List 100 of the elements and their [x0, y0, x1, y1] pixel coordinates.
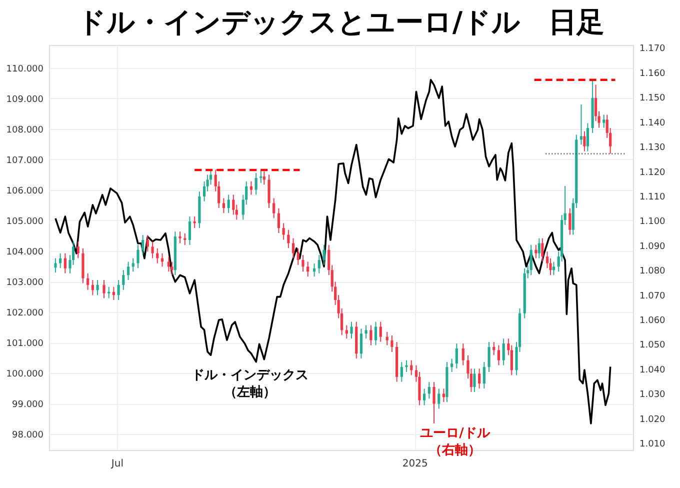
candlestick — [568, 208, 572, 236]
candlestick — [64, 252, 66, 274]
candlestick — [583, 130, 586, 152]
candlestick — [91, 279, 94, 296]
y2-tick-label: 1.020 — [640, 414, 666, 425]
candlestick — [277, 208, 280, 234]
candlestick — [497, 344, 500, 366]
candlestick — [473, 368, 476, 392]
candlestick — [117, 279, 120, 301]
candlestick — [222, 198, 226, 214]
candlestick — [488, 342, 490, 372]
y2-tick-label: 1.090 — [640, 242, 666, 252]
candlestick — [438, 388, 440, 410]
y2-tick-label: 1.050 — [640, 340, 666, 351]
candlestick — [370, 324, 372, 346]
y2-tick-label: 1.040 — [640, 365, 666, 376]
y2-tick-label: 1.130 — [640, 143, 666, 154]
y2-tick-label: 1.010 — [640, 440, 666, 450]
candlestick — [450, 358, 454, 372]
candlestick — [405, 360, 408, 372]
candlestick — [232, 194, 235, 216]
y-tick-label: 101.000 — [6, 339, 44, 350]
line-series — [54, 78, 612, 424]
candlestick — [296, 248, 300, 266]
candlestick — [410, 360, 413, 376]
candlestick — [462, 343, 464, 366]
candlestick — [282, 222, 285, 240]
candlestick — [254, 172, 258, 196]
candlestick — [126, 261, 130, 280]
candlestick — [538, 238, 540, 259]
y-tick-label: 98.000 — [12, 430, 44, 441]
y2-tick-label: 1.150 — [640, 94, 666, 104]
candlestick — [292, 238, 295, 259]
candlestick — [268, 174, 270, 209]
candlestick — [142, 234, 144, 256]
candlestick — [306, 261, 310, 278]
candlestick — [272, 198, 276, 219]
y2-tick-label: 1.060 — [640, 316, 666, 326]
series-label: ユーロ/ドル（右軸） — [420, 426, 491, 458]
y-tick-label: 105.000 — [6, 216, 44, 227]
y2-tick-label: 1.080 — [640, 266, 666, 277]
candlestick — [102, 279, 106, 299]
candlestick — [432, 382, 436, 424]
y-tick-label: 106.000 — [6, 186, 44, 196]
candlestick — [76, 241, 80, 259]
y2-tick-label: 1.140 — [640, 118, 666, 128]
chart-title: ドル・インデックスとユーロ/ドル 日足 — [77, 6, 605, 39]
candlestick — [260, 170, 262, 184]
candlestick — [428, 382, 430, 400]
candlestick — [86, 272, 90, 290]
candlestick — [580, 104, 583, 146]
candlestick — [318, 254, 320, 274]
candlestick — [160, 252, 164, 268]
candlestick — [184, 232, 186, 246]
candlestick — [227, 194, 230, 214]
candlestick — [122, 270, 125, 290]
candlestick — [302, 254, 304, 272]
candlestick — [345, 324, 348, 340]
candlestick — [530, 244, 532, 276]
y-tick-label: 104.000 — [6, 248, 44, 258]
y-tick-label: 103.000 — [6, 278, 44, 288]
candlestick — [400, 362, 403, 382]
candlestick — [287, 229, 290, 249]
candlestick — [250, 180, 253, 196]
candlestick — [492, 342, 496, 356]
candlestick — [390, 334, 394, 352]
candlestick — [360, 328, 363, 360]
y2-tick-label: 1.120 — [640, 168, 666, 178]
y-tick-label: 108.000 — [6, 125, 44, 136]
y-tick-label: 107.000 — [6, 156, 44, 166]
y-tick-label: 110.000 — [6, 64, 44, 74]
candlestick — [374, 321, 378, 346]
candlestick — [364, 324, 368, 340]
candlestick — [534, 244, 538, 259]
series-label: ドル・インデックス（左軸） — [192, 368, 308, 400]
candlestick — [146, 234, 149, 252]
y-tick-label: 109.000 — [6, 94, 44, 105]
candlestick — [313, 262, 316, 278]
y2-tick-label: 1.110 — [640, 192, 666, 202]
candlestick — [136, 244, 140, 269]
candlestick — [379, 321, 382, 342]
candlestick — [59, 252, 62, 269]
x-tick-label: 2025 — [402, 458, 428, 470]
y-tick-label: 99.000 — [12, 400, 44, 410]
candlestick — [96, 279, 99, 296]
y2-tick-label: 1.100 — [640, 217, 666, 228]
y-tick-label: 102.000 — [6, 308, 44, 319]
candlestick — [108, 286, 110, 299]
candlestick — [350, 321, 353, 340]
candlestick — [482, 362, 486, 389]
candlestick — [442, 388, 446, 403]
candlestick — [322, 244, 326, 266]
candlestick — [455, 343, 458, 369]
candlestick — [541, 238, 544, 262]
y-tick-label: 100.000 — [6, 370, 44, 380]
candlestick — [602, 114, 606, 128]
candlestick — [112, 286, 116, 301]
candlestick — [167, 256, 170, 272]
candlestick — [188, 216, 192, 246]
candlestick — [386, 331, 388, 346]
